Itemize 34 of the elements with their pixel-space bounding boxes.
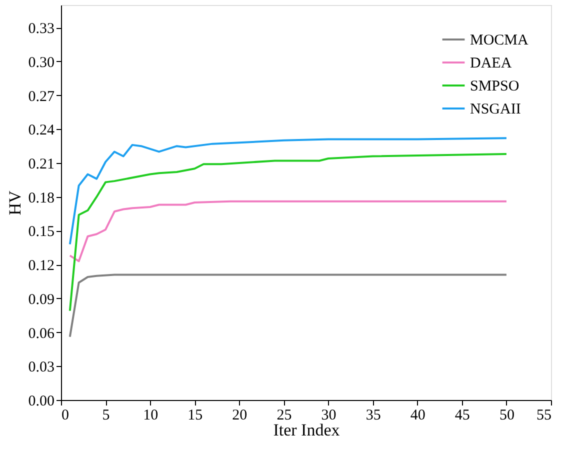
x-tick-label: 55 xyxy=(536,408,552,424)
legend-label: SMPSO xyxy=(470,78,520,94)
y-tick-label: 0.03 xyxy=(28,360,54,376)
x-tick-label: 15 xyxy=(188,408,203,424)
y-tick-label: 0.12 xyxy=(28,258,54,274)
x-tick-label: 5 xyxy=(102,408,110,424)
x-tick-label: 45 xyxy=(454,408,470,424)
y-tick-label: 0.00 xyxy=(28,394,54,410)
y-tick-label: 0.33 xyxy=(28,21,54,38)
y-axis-title: HV xyxy=(5,190,24,216)
line-series xyxy=(68,200,508,262)
x-tick-label: 10 xyxy=(143,408,158,424)
legend-label: NSGAII xyxy=(470,102,521,118)
x-tick-label: 25 xyxy=(276,408,292,424)
x-tick-label: 20 xyxy=(232,408,248,424)
legend-label: MOCMA xyxy=(470,32,529,48)
x-tick-label: 35 xyxy=(366,408,381,424)
y-tick-label: 0.30 xyxy=(28,54,54,71)
x-tick-label: 0 xyxy=(62,408,69,424)
legend-label: DAEA xyxy=(470,56,512,72)
x-tick-label: 50 xyxy=(499,408,514,424)
y-tick-label: 0.06 xyxy=(28,326,55,342)
line-series xyxy=(68,137,508,246)
y-tick-label: 0.24 xyxy=(28,122,55,139)
x-tick-label: 30 xyxy=(321,408,336,424)
x-tick-label: 40 xyxy=(410,408,426,424)
y-tick-label: 0.09 xyxy=(28,292,54,308)
line-series xyxy=(68,274,508,338)
x-axis-title: Iter Index xyxy=(273,420,340,440)
y-tick-label: 0.15 xyxy=(28,224,54,240)
y-tick-label: 0.27 xyxy=(28,88,55,105)
y-tick-label: 0.18 xyxy=(28,190,54,206)
line-series xyxy=(68,152,508,312)
y-tick-label: 0.21 xyxy=(28,156,54,172)
